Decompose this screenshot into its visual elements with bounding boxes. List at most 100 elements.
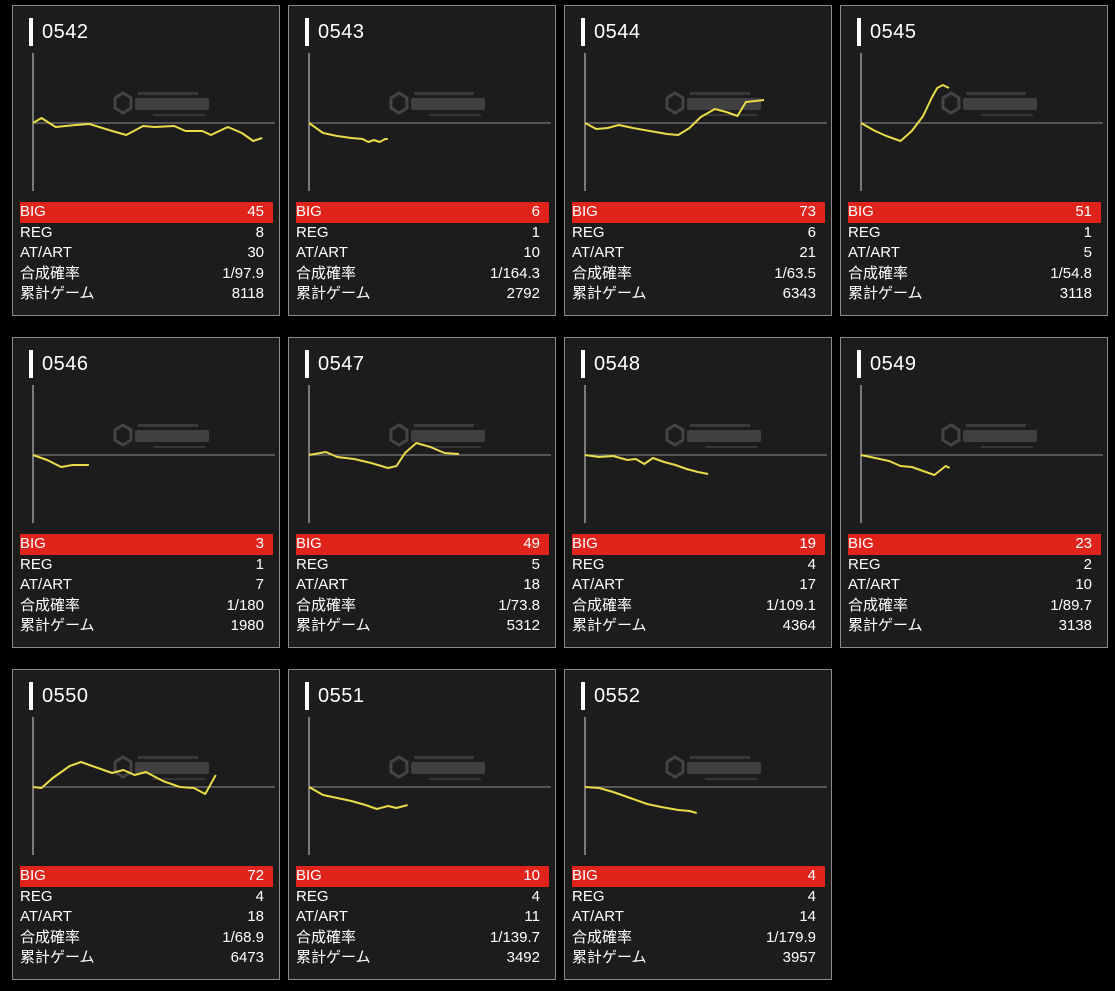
slump-graph (308, 385, 551, 523)
at-row-value: 30 (247, 244, 264, 261)
big-row-value: 3 (255, 535, 264, 552)
stats-table: BIG 51 REG 1 AT/ART 5 合成確率 1/54.8 累計ゲーム 3118 (848, 202, 1101, 305)
reg-row-value: 5 (531, 555, 540, 573)
big-row-label: BIG (572, 535, 598, 552)
stats-table: BIG 4 REG 4 AT/ART 14 合成確率 1/179.9 累計ゲーム 3957 (572, 866, 825, 969)
probability-row-label: 合成確率 (20, 596, 81, 614)
reg-row-value: 1 (255, 555, 264, 573)
big-row-value: 10 (523, 867, 540, 884)
machine-card[interactable]: 0548 BIG 19 REG 4 AT/ART 17 合成確率 1/109.1 累計ゲーム 436… (564, 337, 832, 648)
probability-row-value: 1/109.1 (765, 596, 816, 614)
slump-line (584, 786, 697, 814)
big-row-value: 23 (1075, 535, 1092, 552)
watermark-logo (665, 755, 761, 780)
reg-row-value: 4 (807, 887, 816, 905)
games-row-value: 6473 (230, 949, 264, 966)
probability-row-value: 1/63.5 (774, 264, 816, 282)
slump-line (860, 454, 951, 476)
machine-card[interactable]: 0552 BIG 4 REG 4 AT/ART 14 合成確率 1/179.9 累計ゲーム 3957 (564, 669, 832, 980)
title-accent-bar (857, 350, 861, 378)
probability-row-value: 1/68.9 (222, 928, 264, 946)
games-row-label: 累計ゲーム (848, 617, 923, 634)
big-row-label: BIG (572, 203, 598, 220)
at-row: AT/ART 30 (20, 243, 273, 264)
probability-row-label: 合成確率 (296, 596, 357, 614)
card-title: 0546 (29, 349, 89, 379)
machine-card[interactable]: 0551 BIG 10 REG 4 AT/ART 11 合成確率 1/139.7 累計ゲーム 349… (288, 669, 556, 980)
big-row: BIG 72 (20, 866, 273, 887)
reg-row-label: REG (296, 223, 329, 241)
reg-row: REG 1 (20, 555, 273, 576)
title-accent-bar (857, 18, 861, 46)
games-row: 累計ゲーム 1980 (20, 616, 273, 637)
big-row: BIG 49 (296, 534, 549, 555)
machine-card[interactable]: 0546 BIG 3 REG 1 AT/ART 7 合成確率 1/180 累計ゲーム 1980 (12, 337, 280, 648)
games-row-label: 累計ゲーム (848, 285, 923, 302)
probability-row-value: 1/73.8 (498, 596, 540, 614)
games-row-value: 8118 (231, 285, 264, 302)
machine-card[interactable]: 0543 BIG 6 REG 1 AT/ART 10 合成確率 1/164.3 累計ゲーム 2792 (288, 5, 556, 316)
watermark-logo (665, 423, 761, 448)
slump-graph (584, 53, 827, 191)
machine-number: 0544 (594, 20, 641, 43)
title-accent-bar (305, 682, 309, 710)
at-row-label: AT/ART (572, 244, 624, 261)
reg-row-label: REG (572, 223, 605, 241)
big-row: BIG 6 (296, 202, 549, 223)
stats-table: BIG 6 REG 1 AT/ART 10 合成確率 1/164.3 累計ゲーム 2792 (296, 202, 549, 305)
reg-row-label: REG (296, 555, 329, 573)
at-row-label: AT/ART (572, 576, 624, 593)
machine-number: 0546 (42, 352, 89, 375)
at-row-value: 21 (799, 244, 816, 261)
games-row-value: 2792 (506, 285, 540, 302)
machine-card[interactable]: 0549 BIG 23 REG 2 AT/ART 10 合成確率 1/89.7 累計ゲーム 3138 (840, 337, 1108, 648)
probability-row-label: 合成確率 (848, 264, 909, 282)
machine-card[interactable]: 0547 BIG 49 REG 5 AT/ART 18 合成確率 1/73.8 累計ゲーム 5312 (288, 337, 556, 648)
at-row-value: 5 (1083, 244, 1092, 261)
watermark-logo (941, 91, 1037, 116)
big-row: BIG 4 (572, 866, 825, 887)
machine-number: 0551 (318, 684, 365, 707)
slump-line (32, 761, 217, 795)
big-row: BIG 51 (848, 202, 1101, 223)
slump-graph (584, 717, 827, 855)
big-row-value: 6 (531, 203, 540, 220)
slump-graph (308, 53, 551, 191)
games-row-value: 6343 (782, 285, 816, 302)
title-accent-bar (581, 18, 585, 46)
slump-graph (860, 385, 1103, 523)
slump-line (584, 99, 765, 136)
at-row: AT/ART 11 (296, 907, 549, 928)
stats-table: BIG 23 REG 2 AT/ART 10 合成確率 1/89.7 累計ゲーム 3138 (848, 534, 1101, 637)
stats-table: BIG 45 REG 8 AT/ART 30 合成確率 1/97.9 累計ゲーム 8118 (20, 202, 273, 305)
at-row-label: AT/ART (20, 244, 72, 261)
reg-row-label: REG (572, 555, 605, 573)
machine-card[interactable]: 0550 BIG 72 REG 4 AT/ART 18 合成確率 1/68.9 累計ゲーム 6473 (12, 669, 280, 980)
reg-row-label: REG (20, 887, 53, 905)
games-row-value: 3118 (1059, 285, 1092, 302)
games-row-label: 累計ゲーム (296, 617, 371, 634)
big-row-label: BIG (296, 203, 322, 220)
reg-row-label: REG (20, 555, 53, 573)
probability-row-label: 合成確率 (296, 264, 357, 282)
machine-card[interactable]: 0544 BIG 73 REG 6 AT/ART 21 合成確率 1/63.5 累計ゲーム 6343 (564, 5, 832, 316)
games-row-value: 3492 (506, 949, 540, 966)
title-accent-bar (29, 682, 33, 710)
watermark-logo (389, 423, 485, 448)
machine-card[interactable]: 0545 BIG 51 REG 1 AT/ART 5 合成確率 1/54.8 累計ゲーム 3118 (840, 5, 1108, 316)
watermark-logo (113, 91, 209, 116)
probability-row: 合成確率 1/54.8 (848, 264, 1101, 285)
games-row-value: 3138 (1058, 617, 1092, 634)
big-row: BIG 23 (848, 534, 1101, 555)
machine-number: 0547 (318, 352, 365, 375)
reg-row: REG 1 (848, 223, 1101, 244)
reg-row-value: 4 (531, 887, 540, 905)
games-row: 累計ゲーム 3118 (848, 284, 1101, 305)
reg-row: REG 8 (20, 223, 273, 244)
reg-row: REG 4 (20, 887, 273, 908)
title-accent-bar (29, 350, 33, 378)
machine-card[interactable]: 0542 BIG 45 REG 8 AT/ART 30 合成確率 1/97.9 累計ゲーム 8118 (12, 5, 280, 316)
games-row-value: 4364 (782, 617, 816, 634)
big-row-label: BIG (296, 535, 322, 552)
big-row-label: BIG (572, 867, 598, 884)
